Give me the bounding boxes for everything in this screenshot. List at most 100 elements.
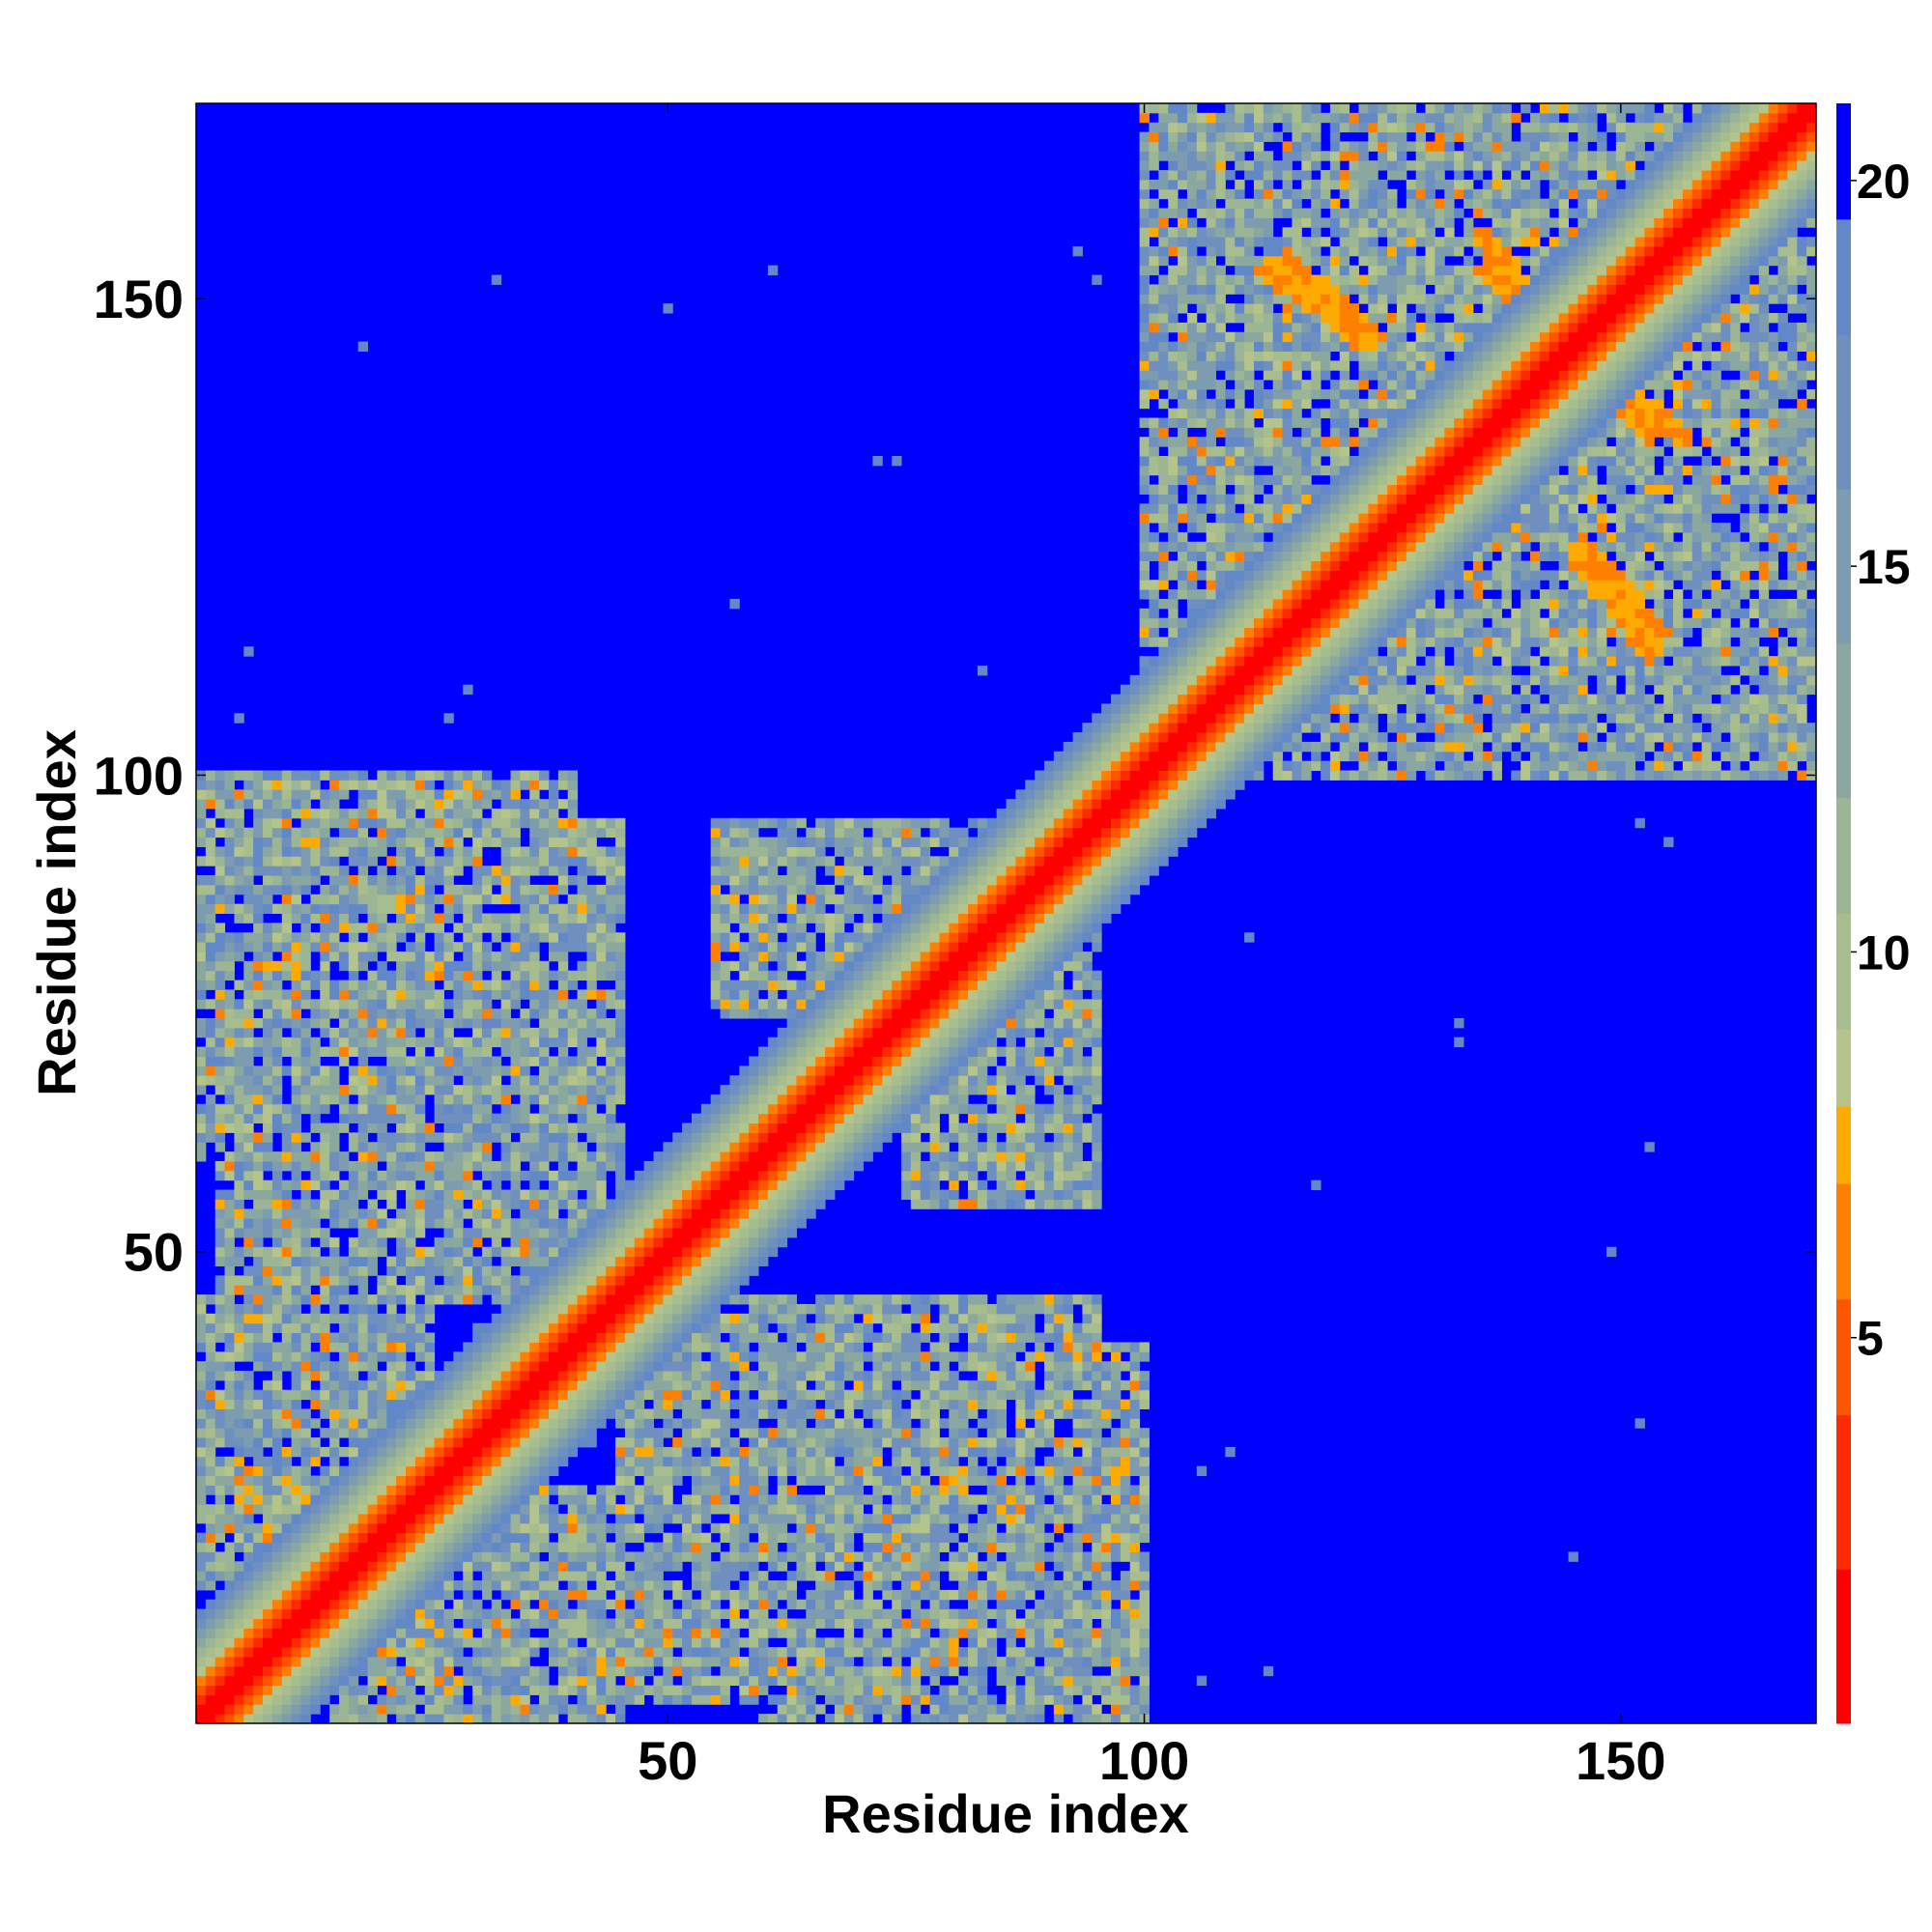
heatmap-cell	[386, 894, 397, 905]
heatmap-cell	[348, 1618, 359, 1629]
heatmap-cell	[510, 1056, 521, 1066]
heatmap-cell	[672, 1561, 683, 1572]
heatmap-cell	[615, 1142, 626, 1152]
heatmap-cell	[357, 789, 369, 800]
heatmap-cell	[414, 1046, 426, 1057]
heatmap-cell	[463, 1628, 473, 1638]
heatmap-cell	[424, 1465, 436, 1477]
heatmap-cell	[377, 1599, 387, 1610]
heatmap-cell	[357, 1303, 369, 1315]
heatmap-cell	[386, 970, 397, 981]
heatmap-cell	[320, 1151, 330, 1162]
heatmap-cell	[529, 1428, 540, 1438]
heatmap-cell	[567, 1294, 579, 1305]
heatmap-cell	[672, 1218, 683, 1229]
heatmap-cell	[348, 1456, 359, 1467]
heatmap-cell	[320, 1132, 330, 1143]
heatmap-cell	[653, 1513, 664, 1524]
heatmap-cell	[510, 1122, 521, 1133]
heatmap-cell	[510, 932, 521, 943]
heatmap-cell	[481, 1009, 493, 1019]
heatmap-cell	[253, 1236, 264, 1248]
heatmap-cell	[586, 1075, 597, 1086]
heatmap-cell	[338, 1256, 350, 1266]
heatmap-cell	[424, 1199, 436, 1209]
heatmap-cell	[615, 1179, 626, 1191]
heatmap-cell	[720, 1465, 730, 1477]
heatmap-cell	[567, 894, 579, 905]
heatmap-cell	[243, 1418, 254, 1429]
heatmap-cell	[224, 789, 235, 800]
heatmap-cell	[357, 1189, 369, 1200]
heatmap-cell	[691, 1313, 702, 1324]
heatmap-cell	[243, 856, 254, 867]
heatmap-cell	[367, 1371, 378, 1381]
heatmap-cell	[606, 856, 616, 867]
heatmap-cell	[596, 1285, 607, 1295]
heatmap-cell	[557, 1694, 569, 1705]
heatmap-cell	[196, 1389, 207, 1401]
heatmap-cell	[500, 1456, 512, 1467]
heatmap-cell	[434, 989, 444, 1000]
heatmap-cell	[567, 1408, 579, 1419]
heatmap-cell	[396, 1694, 407, 1705]
heatmap-cell	[539, 1037, 550, 1048]
heatmap-cell	[749, 1628, 759, 1638]
heatmap-cell	[691, 1408, 702, 1419]
heatmap-cell	[263, 1027, 273, 1038]
heatmap-cell	[510, 1665, 521, 1677]
heatmap-cell	[263, 1142, 273, 1152]
heatmap-cell	[472, 1199, 483, 1209]
heatmap-cell	[596, 1513, 607, 1524]
heatmap-cell	[414, 1675, 426, 1687]
heatmap-cell	[529, 1179, 540, 1191]
heatmap-cell	[443, 1199, 454, 1209]
heatmap-cell	[720, 960, 730, 972]
heatmap-cell	[739, 1342, 750, 1352]
heatmap-cell	[624, 1218, 636, 1229]
heatmap-cell	[500, 1446, 512, 1458]
heatmap-cell	[443, 1285, 454, 1295]
heatmap-cell	[510, 1704, 521, 1715]
heatmap-cell	[481, 1275, 493, 1286]
heatmap-cell	[500, 1046, 512, 1057]
heatmap-cell	[214, 1160, 226, 1172]
heatmap-cell	[196, 799, 207, 810]
heatmap-cell	[720, 903, 730, 914]
heatmap-cell	[606, 970, 616, 981]
heatmap-cell	[443, 1189, 454, 1200]
heatmap-cell	[463, 1094, 473, 1105]
heatmap-cell	[434, 1379, 444, 1391]
heatmap-cell	[463, 1675, 473, 1687]
heatmap-cell	[710, 1485, 722, 1495]
heatmap-cell	[472, 789, 483, 800]
heatmap-cell	[463, 1342, 473, 1352]
heatmap-cell	[577, 1103, 587, 1115]
heatmap-cell	[481, 789, 493, 800]
heatmap-cell	[577, 866, 587, 876]
heatmap-cell	[700, 1628, 712, 1638]
heatmap-cell	[615, 1599, 626, 1610]
heatmap-cell	[606, 1580, 616, 1591]
heatmap-cell	[253, 1275, 264, 1286]
heatmap-cell	[434, 789, 444, 800]
heatmap-cell	[396, 1218, 407, 1229]
heatmap-cell	[500, 1285, 512, 1295]
heatmap-cell	[253, 1589, 264, 1601]
heatmap-cell	[720, 1589, 730, 1601]
heatmap-cell	[348, 808, 359, 819]
heatmap-cell	[577, 1246, 587, 1258]
heatmap-cell	[205, 1371, 216, 1381]
heatmap-cell	[424, 1371, 436, 1381]
heatmap-cell	[729, 1132, 740, 1143]
heatmap-cell	[653, 1608, 664, 1619]
heatmap-cell	[253, 1322, 264, 1334]
heatmap-cell	[663, 1275, 673, 1286]
heatmap-cell	[320, 970, 330, 981]
heatmap-cell	[281, 1628, 293, 1638]
heatmap-cell	[491, 1608, 502, 1619]
heatmap-cell	[205, 1037, 216, 1048]
heatmap-cell	[214, 856, 226, 867]
heatmap-cell	[749, 1246, 759, 1258]
heatmap-cell	[481, 1504, 493, 1515]
